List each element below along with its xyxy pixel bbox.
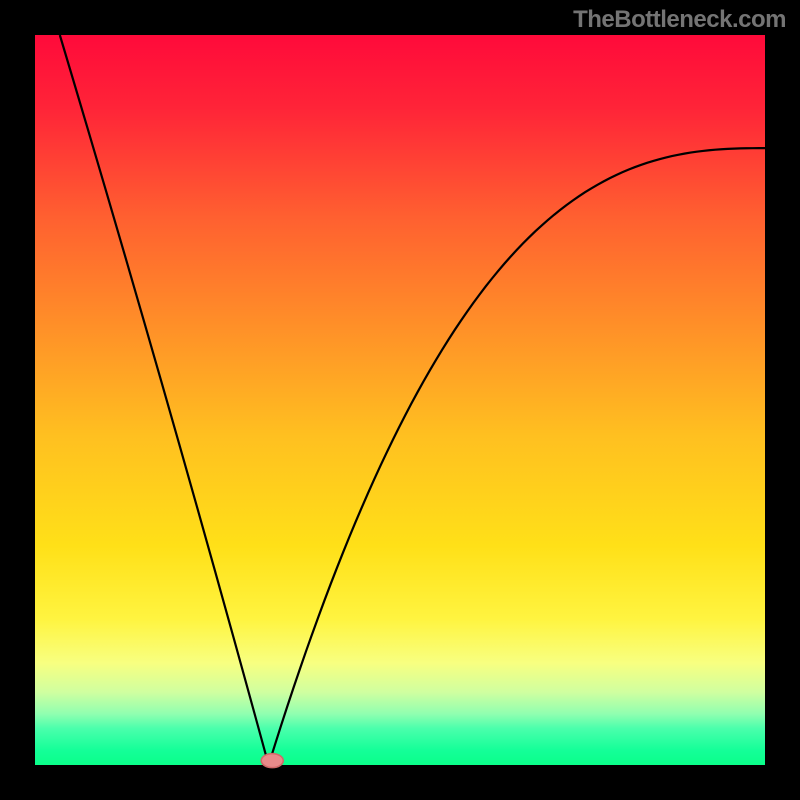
watermark-text: TheBottleneck.com [573,6,786,34]
minimum-marker [261,754,283,768]
plot-area [35,35,765,765]
chart-svg [0,0,800,800]
chart-container: TheBottleneck.com [0,0,800,800]
